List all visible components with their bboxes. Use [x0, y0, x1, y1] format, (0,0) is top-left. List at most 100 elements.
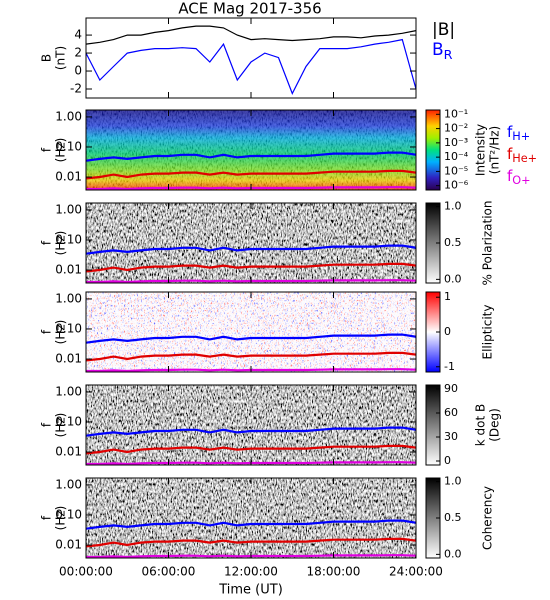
- y-axis-unit: (Hz): [54, 231, 68, 256]
- y-tick-label: 1.00: [55, 384, 82, 398]
- spectrogram-bg: [86, 478, 416, 558]
- legend-subscript: He+: [512, 152, 537, 165]
- x-tick-label: 18:00:00: [307, 565, 361, 579]
- x-tick-label: 24:00:00: [389, 565, 443, 579]
- y-tick-label: 0.10: [55, 507, 82, 521]
- legend-entry: BR: [432, 40, 453, 63]
- y-axis-unit: (nT): [54, 46, 68, 70]
- colorbar-tick-label: 1.0: [444, 200, 462, 213]
- colorbar-label: Coherency: [481, 486, 495, 550]
- y-axis-label: f: [40, 147, 54, 152]
- y-tick-label: 1.00: [55, 109, 82, 123]
- y-axis-unit: (Hz): [54, 320, 68, 345]
- colorbar: [425, 109, 441, 191]
- spectrogram: [86, 292, 416, 372]
- gyro-line: [86, 262, 416, 273]
- legend-entry: fHe+: [507, 145, 537, 166]
- x-tick-label: 12:00:00: [224, 565, 278, 579]
- y-tick-label: 1.00: [55, 202, 82, 216]
- colorbar-tick-label: 30: [444, 430, 458, 443]
- x-tick-label: 00:00:00: [59, 565, 113, 579]
- colorbar: [425, 384, 441, 466]
- legend-entry: |B|: [432, 20, 455, 40]
- legend-name: f: [507, 167, 513, 185]
- spectrogram: [86, 385, 416, 465]
- y-tick-label: 0.01: [55, 352, 82, 366]
- colorbar-tick-label: 10⁻⁵: [444, 164, 468, 177]
- colorbar-tick-label: 0.0: [444, 272, 462, 285]
- y-axis-label: B: [40, 54, 54, 62]
- spectrogram-bg: [86, 203, 416, 283]
- spectrogram-bg: [86, 292, 416, 372]
- title: ACE Mag 2017-356: [178, 0, 321, 18]
- colorbar-tick-label: 10⁻³: [444, 136, 468, 149]
- legend-name: |B|: [432, 20, 455, 40]
- y-tick-label: 0.01: [55, 445, 82, 459]
- y-axis-unit: (Hz): [54, 138, 68, 163]
- legend-name: f: [507, 123, 513, 141]
- colorbar-label: Ellipticity: [481, 305, 495, 360]
- y-tick-label: -2: [70, 82, 82, 96]
- y-tick-label: 0.10: [55, 232, 82, 246]
- spectrogram: [86, 203, 416, 283]
- legend-subscript: H+: [512, 130, 530, 143]
- gyro-line: [86, 537, 416, 548]
- colorbar-tick-label: 0.0: [444, 547, 462, 560]
- spectrogram: [86, 110, 416, 190]
- y-tick-label: 2: [74, 46, 82, 60]
- legend-name: B: [432, 40, 444, 60]
- colorbar-tick-label: 1.0: [444, 475, 462, 488]
- colorbar-tick-label: 1: [444, 290, 451, 303]
- y-tick-label: 1.00: [55, 477, 82, 491]
- colorbar-tick-label: 0.5: [444, 511, 462, 524]
- y-axis-unit: (Hz): [54, 506, 68, 531]
- gyro-line: [86, 244, 416, 255]
- colorbar-tick-label: 90: [444, 382, 458, 395]
- y-tick-label: 0.10: [55, 139, 82, 153]
- gyro-line: [86, 151, 416, 162]
- y-tick-label: 0: [74, 64, 82, 78]
- y-axis-label: f: [40, 422, 54, 427]
- legend-name: f: [507, 145, 513, 163]
- colorbar-unit: (Deg): [488, 408, 502, 442]
- y-axis-unit: (Hz): [54, 413, 68, 438]
- colorbar-tick-label: 0: [444, 454, 451, 467]
- y-tick-label: 1.00: [55, 291, 82, 305]
- colorbar-unit: (nT²/Hz): [488, 126, 502, 174]
- legend-entry: fO+: [507, 167, 531, 188]
- colorbar-label: Intensity: [474, 124, 488, 176]
- gyro-line: [86, 333, 416, 344]
- gyro-line: [86, 169, 416, 180]
- line-series: [85, 38, 417, 95]
- legend-subscript: O+: [512, 174, 530, 187]
- line-series: [85, 25, 417, 45]
- y-tick-label: 0.01: [55, 263, 82, 277]
- plot-frame: [85, 17, 417, 99]
- colorbar-tick-label: 10⁻⁴: [444, 150, 469, 163]
- colorbar-tick-label: 60: [444, 406, 458, 419]
- legend-entry: fH+: [507, 123, 530, 144]
- y-tick-label: 0.01: [55, 538, 82, 552]
- spectrogram: [86, 478, 416, 558]
- y-axis-label: f: [40, 515, 54, 520]
- gyro-line: [86, 351, 416, 362]
- y-tick-label: 0.10: [55, 414, 82, 428]
- x-axis-label: Time (UT): [218, 583, 283, 598]
- gyro-line: [86, 519, 416, 530]
- y-tick-label: 0.01: [55, 170, 82, 184]
- colorbar-tick-label: -1: [444, 360, 455, 373]
- colorbar-tick-label: 0: [444, 325, 451, 338]
- y-tick-label: 4: [74, 28, 82, 42]
- gyro-line: [86, 426, 416, 437]
- y-axis-label: f: [40, 329, 54, 334]
- y-tick-label: 0.10: [55, 321, 82, 335]
- spectrogram-noise: [86, 110, 416, 190]
- colorbar-label: k dot B: [474, 404, 488, 446]
- colorbar-tick-label: 0.5: [444, 236, 462, 249]
- spectrogram-bg: [86, 385, 416, 465]
- y-axis-label: f: [40, 240, 54, 245]
- colorbar-tick-label: 10⁻¹: [444, 107, 468, 120]
- colorbar-tick-label: 10⁻⁶: [444, 179, 469, 192]
- legend-subscript: R: [444, 48, 453, 63]
